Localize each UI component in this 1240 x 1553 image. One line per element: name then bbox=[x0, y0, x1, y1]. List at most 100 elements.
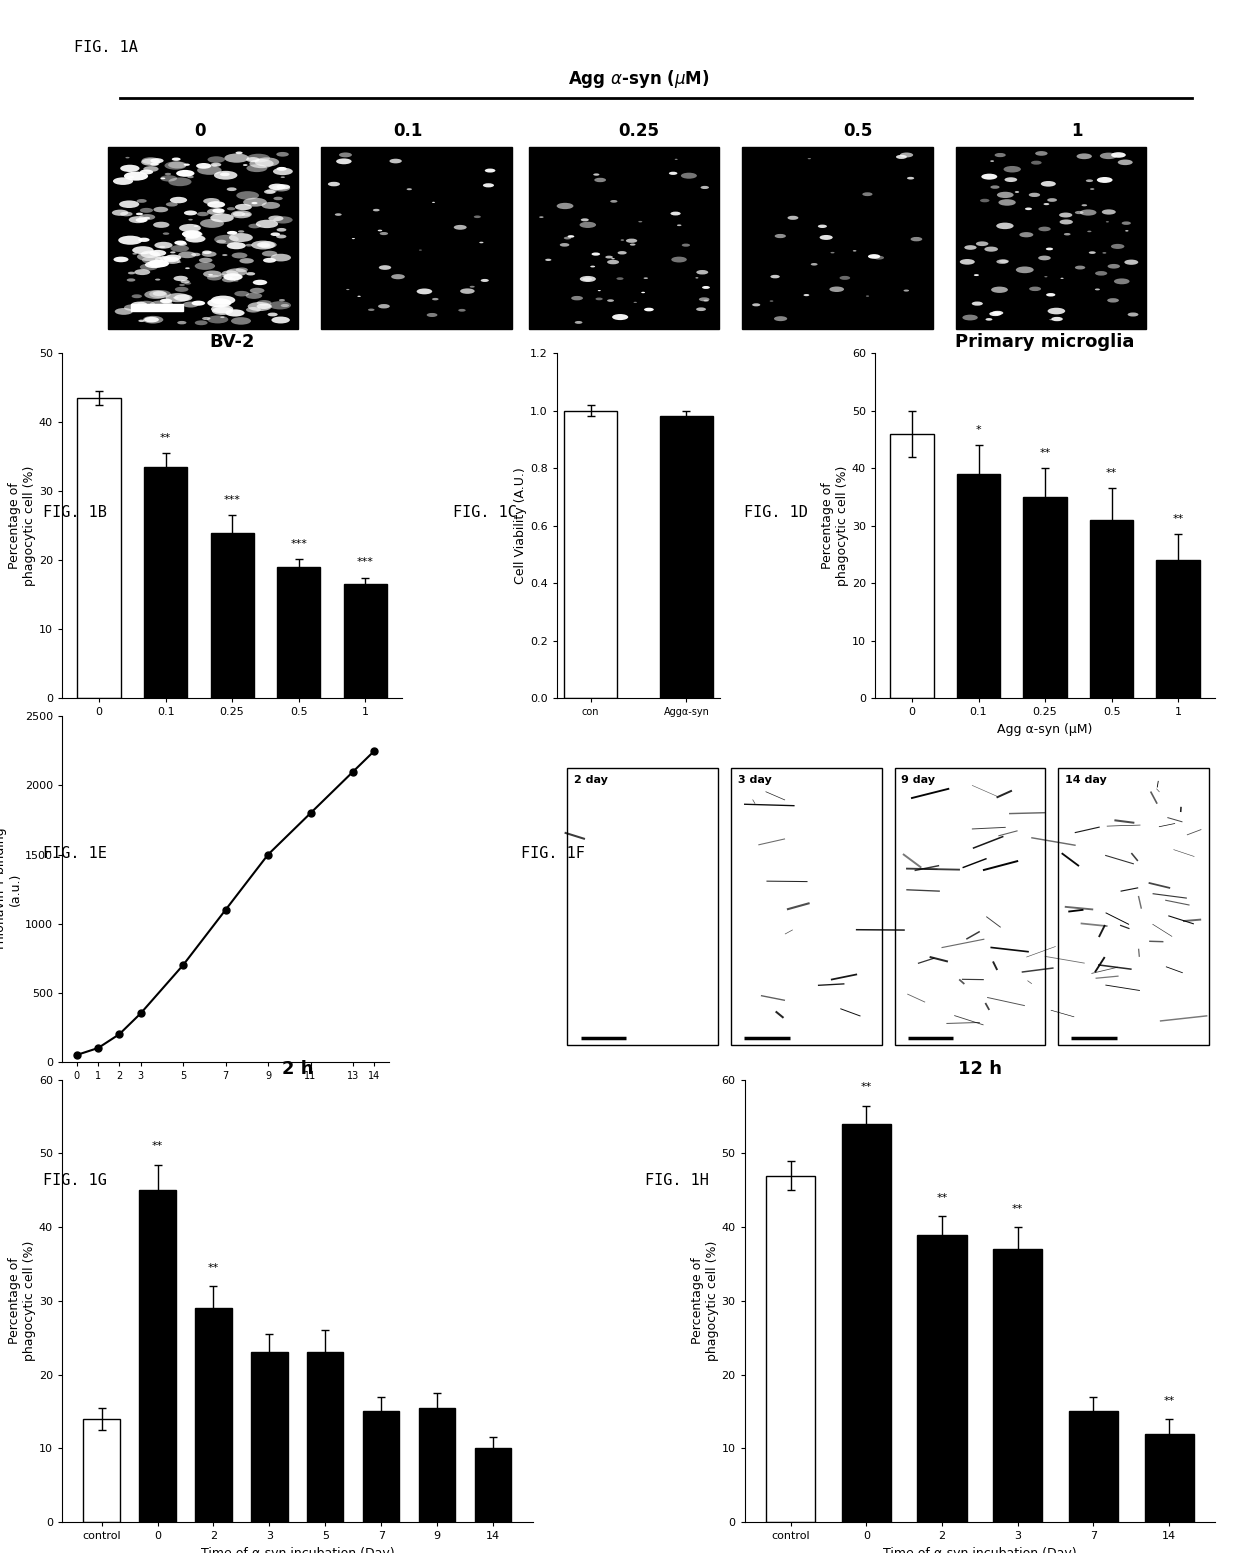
Ellipse shape bbox=[165, 258, 180, 264]
Ellipse shape bbox=[150, 163, 159, 166]
Ellipse shape bbox=[427, 314, 438, 317]
Ellipse shape bbox=[671, 211, 681, 216]
Ellipse shape bbox=[166, 202, 177, 207]
Ellipse shape bbox=[153, 222, 170, 228]
Ellipse shape bbox=[179, 284, 185, 286]
Bar bbox=[252, 1353, 288, 1522]
FancyBboxPatch shape bbox=[568, 769, 718, 1045]
Ellipse shape bbox=[339, 152, 352, 157]
Ellipse shape bbox=[1117, 160, 1132, 165]
Ellipse shape bbox=[246, 292, 262, 298]
Ellipse shape bbox=[170, 252, 176, 253]
FancyBboxPatch shape bbox=[894, 769, 1045, 1045]
Ellipse shape bbox=[973, 275, 978, 276]
Ellipse shape bbox=[211, 213, 234, 222]
Ellipse shape bbox=[187, 175, 193, 179]
Ellipse shape bbox=[138, 252, 161, 261]
Text: 14 day: 14 day bbox=[1065, 775, 1106, 786]
Ellipse shape bbox=[594, 177, 606, 182]
Ellipse shape bbox=[227, 231, 237, 235]
Ellipse shape bbox=[247, 165, 268, 172]
Ellipse shape bbox=[811, 262, 817, 266]
Ellipse shape bbox=[1030, 160, 1042, 165]
Ellipse shape bbox=[572, 297, 583, 300]
Ellipse shape bbox=[160, 175, 177, 182]
Ellipse shape bbox=[595, 298, 603, 300]
Ellipse shape bbox=[249, 158, 274, 168]
Ellipse shape bbox=[608, 300, 614, 301]
Ellipse shape bbox=[196, 163, 211, 169]
Ellipse shape bbox=[1048, 307, 1065, 314]
Ellipse shape bbox=[273, 216, 293, 224]
Y-axis label: Percentage of
phagocytic cell (%): Percentage of phagocytic cell (%) bbox=[9, 466, 36, 585]
Ellipse shape bbox=[999, 259, 1009, 262]
Ellipse shape bbox=[900, 152, 913, 157]
Ellipse shape bbox=[207, 298, 232, 307]
Ellipse shape bbox=[175, 287, 188, 292]
Title: 2 h: 2 h bbox=[281, 1061, 312, 1078]
Ellipse shape bbox=[263, 258, 277, 262]
FancyBboxPatch shape bbox=[131, 304, 184, 311]
Ellipse shape bbox=[1097, 177, 1112, 183]
Ellipse shape bbox=[198, 258, 212, 262]
Text: 9 day: 9 day bbox=[901, 775, 935, 786]
Text: FIG. 1C: FIG. 1C bbox=[453, 505, 517, 520]
Ellipse shape bbox=[378, 266, 391, 270]
FancyBboxPatch shape bbox=[743, 146, 932, 329]
Ellipse shape bbox=[897, 155, 906, 158]
Bar bbox=[139, 1190, 176, 1522]
Text: FIG. 1H: FIG. 1H bbox=[645, 1173, 709, 1188]
Ellipse shape bbox=[202, 317, 211, 320]
Ellipse shape bbox=[460, 289, 475, 294]
Ellipse shape bbox=[1122, 222, 1131, 225]
Ellipse shape bbox=[169, 177, 191, 186]
Ellipse shape bbox=[164, 256, 171, 259]
Ellipse shape bbox=[668, 172, 677, 175]
Ellipse shape bbox=[138, 238, 150, 242]
Ellipse shape bbox=[182, 301, 198, 307]
Ellipse shape bbox=[203, 270, 222, 278]
Ellipse shape bbox=[268, 312, 278, 317]
Ellipse shape bbox=[580, 276, 596, 283]
Ellipse shape bbox=[144, 290, 167, 300]
Ellipse shape bbox=[236, 152, 243, 154]
Ellipse shape bbox=[479, 242, 484, 244]
Ellipse shape bbox=[269, 183, 285, 189]
Ellipse shape bbox=[164, 256, 179, 262]
Ellipse shape bbox=[965, 245, 977, 250]
Ellipse shape bbox=[228, 276, 233, 280]
Ellipse shape bbox=[174, 276, 187, 281]
Ellipse shape bbox=[219, 172, 229, 175]
Ellipse shape bbox=[770, 275, 780, 278]
Ellipse shape bbox=[177, 261, 181, 262]
Ellipse shape bbox=[197, 211, 208, 216]
Text: **: ** bbox=[208, 1263, 219, 1273]
Text: FIG. 1D: FIG. 1D bbox=[744, 505, 808, 520]
Text: 0.5: 0.5 bbox=[843, 123, 873, 140]
Ellipse shape bbox=[124, 304, 141, 311]
Ellipse shape bbox=[212, 208, 224, 213]
Ellipse shape bbox=[1095, 272, 1107, 275]
Ellipse shape bbox=[605, 256, 613, 258]
Text: **: ** bbox=[1173, 514, 1184, 523]
Ellipse shape bbox=[259, 244, 270, 247]
Ellipse shape bbox=[174, 297, 179, 298]
Ellipse shape bbox=[248, 224, 260, 228]
Ellipse shape bbox=[157, 304, 162, 306]
Text: 0.25: 0.25 bbox=[618, 123, 660, 140]
Ellipse shape bbox=[1019, 231, 1033, 238]
Ellipse shape bbox=[677, 224, 682, 227]
Ellipse shape bbox=[252, 241, 275, 250]
Text: **: ** bbox=[1106, 467, 1117, 478]
Ellipse shape bbox=[1100, 152, 1117, 158]
Ellipse shape bbox=[195, 320, 207, 325]
Ellipse shape bbox=[207, 202, 226, 208]
Ellipse shape bbox=[277, 152, 289, 157]
Ellipse shape bbox=[181, 280, 190, 283]
Ellipse shape bbox=[165, 255, 181, 261]
Ellipse shape bbox=[774, 317, 787, 321]
Bar bbox=[277, 567, 320, 699]
Ellipse shape bbox=[136, 213, 143, 216]
Ellipse shape bbox=[134, 269, 150, 275]
Ellipse shape bbox=[153, 290, 166, 297]
